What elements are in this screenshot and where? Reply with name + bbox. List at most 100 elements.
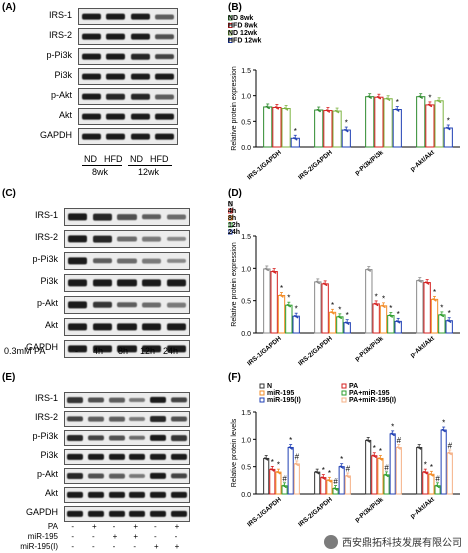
blot-row-label: p-Akt [36, 298, 58, 308]
blot-band [142, 345, 162, 353]
blot-band [81, 113, 101, 120]
data-point [315, 280, 318, 283]
significance-mark: * [287, 294, 290, 303]
bar [263, 106, 273, 148]
blot-band [108, 510, 125, 518]
data-point [283, 107, 286, 110]
blot-strip [64, 340, 190, 358]
data-point [337, 315, 340, 318]
data-point [297, 464, 299, 467]
data-point [268, 107, 270, 110]
blot-row-label: Akt [44, 320, 58, 330]
blot-strip [78, 128, 178, 145]
blot-row-label: Pi3k [54, 69, 72, 80]
data-point [423, 470, 425, 473]
panel-label-a: (A) [2, 2, 16, 13]
data-point [368, 440, 371, 443]
data-point [429, 473, 432, 475]
data-point [274, 271, 277, 274]
blot-strip [64, 208, 190, 226]
data-point [367, 269, 370, 272]
bar [293, 463, 300, 495]
blot-band [129, 397, 146, 403]
data-point [370, 97, 372, 99]
legend-entry: N [228, 201, 233, 208]
blot-row-label: IRS-1 [48, 9, 72, 20]
condition-label: miR-195 [27, 532, 58, 541]
blot-band [130, 113, 150, 120]
condition-label: PA [47, 522, 58, 531]
bar [314, 281, 322, 334]
blot-row-label: p-Pi3k [32, 254, 58, 264]
bar [336, 316, 344, 334]
significance-mark: # [295, 452, 300, 461]
category-label: p-Akt/Akt [409, 496, 436, 520]
legend-swatch [228, 229, 233, 235]
data-point [295, 315, 298, 318]
data-point [419, 447, 422, 450]
blot-row-label: p-Akt [36, 469, 58, 479]
bar [263, 457, 270, 495]
category-label: IRS-1/GAPDH [246, 335, 283, 367]
lane-8h: 8h [118, 346, 129, 356]
blot-band [130, 93, 150, 100]
lane-nd-8wk: ND [84, 154, 97, 164]
blot-strip [64, 506, 190, 522]
blot-strip [78, 8, 178, 25]
blot-band [117, 345, 137, 353]
blot-band [166, 258, 187, 264]
blot-strip [78, 68, 178, 85]
significance-mark: * [338, 305, 341, 314]
blot-band [92, 213, 112, 221]
blot-strip [78, 28, 178, 45]
blot-band [87, 510, 105, 518]
data-point [316, 471, 319, 474]
data-point [345, 129, 348, 132]
blot-band [117, 258, 137, 264]
bar [377, 457, 384, 495]
data-point [324, 283, 327, 286]
significance-mark: * [295, 305, 298, 314]
blot-band [129, 473, 146, 479]
significance-mark: * [346, 311, 349, 320]
data-point [424, 471, 427, 474]
bar [434, 100, 444, 148]
blot-band [142, 236, 162, 242]
treatment-label: 0.3mM PA [4, 346, 46, 356]
bar [446, 452, 453, 495]
blot-band [81, 73, 101, 80]
blot-band [149, 510, 167, 518]
data-point [373, 455, 376, 458]
data-point [429, 104, 431, 107]
data-point [345, 474, 348, 477]
group-line-8wk [82, 165, 122, 166]
blot-row-label: p-Pi3k [32, 431, 58, 441]
blot-band [108, 453, 125, 461]
blot-row-label: Pi3k [40, 276, 58, 286]
blot-band [67, 345, 88, 353]
significance-mark: * [448, 309, 451, 318]
blot-band [87, 453, 105, 461]
data-point [348, 476, 350, 479]
data-point [380, 458, 383, 461]
significance-mark: * [379, 447, 382, 456]
data-point [333, 487, 336, 490]
data-point [291, 447, 293, 450]
blot-row-label: p-Akt [50, 89, 72, 100]
condition-sign: - [154, 532, 157, 541]
bar [275, 471, 282, 495]
blot-band [130, 53, 150, 60]
bar [438, 314, 446, 334]
data-point [385, 97, 388, 100]
condition-sign: - [112, 522, 116, 531]
data-point [425, 472, 428, 475]
bar [321, 283, 329, 334]
bar [392, 109, 402, 148]
legend-entry: 4h [228, 208, 236, 215]
blot-strip [64, 487, 190, 503]
data-point [294, 462, 297, 465]
legend-entry: miR-195 [267, 390, 294, 397]
blot-band [108, 397, 125, 403]
